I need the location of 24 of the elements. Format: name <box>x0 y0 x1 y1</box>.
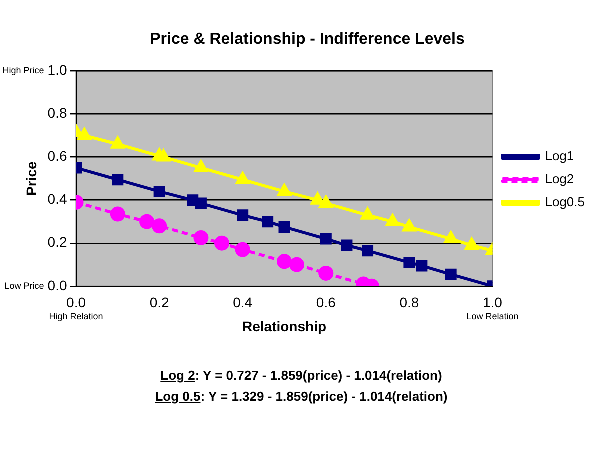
y-axis-title: Price <box>23 161 40 196</box>
x-tick-label: 0.6 <box>316 294 336 311</box>
x-tick-label: 0.4 <box>233 294 253 311</box>
y-tick-label: 1.0 <box>48 62 68 78</box>
text: Low Relation <box>466 311 519 322</box>
legend-label: Log1 <box>545 148 574 164</box>
text: Log 2: Y = 0.727 - 1.859(price) - 1.014(relation) <box>160 368 444 383</box>
x-tick-label: 0.8 <box>400 294 420 311</box>
text: High Relation <box>49 311 104 322</box>
chart-title: Price & Relationship - Indifference Levels <box>150 31 465 48</box>
text: Log 0.5: Y = 1.329 - 1.859(price) - 1.014(relation) <box>154 389 449 404</box>
x-tick-label: 1.0 <box>483 294 503 311</box>
legend-label: Log2 <box>545 172 574 187</box>
text: High Price <box>2 66 44 76</box>
legend-label: Log0.5 <box>545 194 586 210</box>
y-tick-label: 0.6 <box>48 148 68 164</box>
x-axis-title: Relationship <box>242 318 327 334</box>
y-tick-label: 0.0 <box>48 277 68 294</box>
x-tick-label: 0.0 <box>66 294 86 311</box>
y-tick-label: 0.8 <box>48 105 68 122</box>
text: Low Price <box>4 280 44 291</box>
y-tick-label: 0.4 <box>48 191 68 208</box>
y-tick-label: 0.2 <box>48 234 68 250</box>
x-tick-label: 0.2 <box>150 294 170 311</box>
